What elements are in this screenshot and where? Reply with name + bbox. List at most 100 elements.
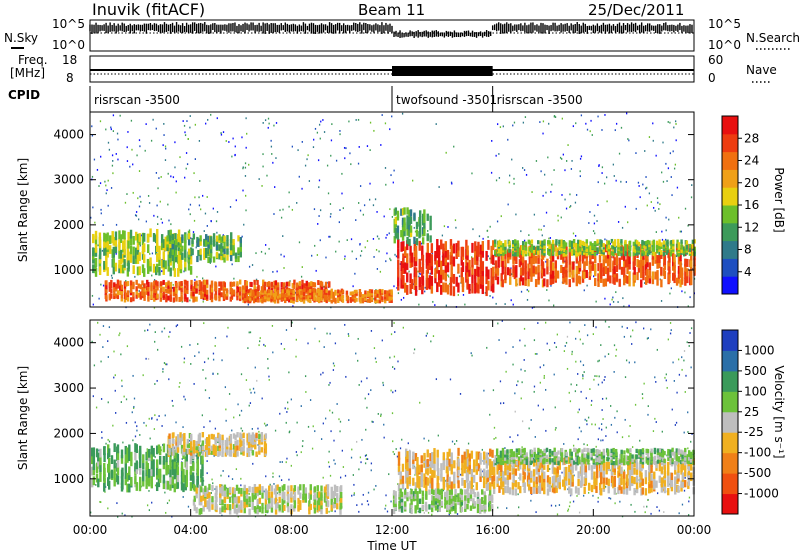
heatmap-cell (358, 511, 359, 513)
heatmap-cell (428, 440, 429, 442)
heatmap-cell (329, 382, 330, 384)
heatmap-cell (259, 506, 261, 512)
heatmap-cell (598, 497, 599, 499)
heatmap-cell (301, 451, 302, 453)
heatmap-cell (614, 175, 615, 177)
heatmap-cell (687, 431, 688, 433)
heatmap-cell (525, 242, 527, 246)
heatmap-cell (309, 289, 311, 293)
heatmap-cell (299, 484, 301, 490)
heatmap-cell (534, 391, 535, 393)
heatmap-cell (427, 233, 429, 240)
heatmap-cell (504, 250, 506, 254)
heatmap-cell (604, 376, 605, 378)
heatmap-cell (386, 234, 387, 236)
heatmap-cell (354, 492, 355, 494)
heatmap-cell (248, 452, 250, 457)
heatmap-cell (535, 266, 537, 274)
heatmap-cell (273, 125, 274, 127)
heatmap-cell (580, 391, 581, 393)
heatmap-cell (647, 499, 648, 501)
heatmap-cell (268, 248, 269, 250)
heatmap-cell (325, 418, 326, 420)
heatmap-cell (597, 263, 599, 271)
heatmap-cell (626, 259, 628, 267)
heatmap-cell (239, 287, 241, 292)
heatmap-cell (178, 256, 180, 262)
heatmap-cell (528, 290, 529, 292)
heatmap-cell (255, 433, 257, 438)
heatmap-cell (142, 454, 144, 463)
heatmap-cell (598, 438, 599, 440)
heatmap-cell (385, 505, 386, 507)
heatmap-cell (147, 261, 149, 270)
heatmap-cell (675, 164, 676, 166)
heatmap-cell (261, 251, 262, 253)
heatmap-cell (109, 235, 111, 244)
frequency-panel: Freq. [MHz] 18 8 60 0 Nave (10, 53, 777, 85)
heatmap-cell (586, 423, 587, 425)
heatmap-cell (396, 448, 397, 450)
heatmap-cell (566, 160, 567, 162)
heatmap-cell (205, 248, 207, 254)
heatmap-cell (570, 383, 571, 385)
heatmap-cell (522, 167, 523, 169)
heatmap-cell (594, 278, 596, 286)
heatmap-cell (195, 488, 197, 494)
heatmap-cell (136, 482, 138, 491)
heatmap-cell (350, 163, 351, 165)
heatmap-cell (447, 262, 449, 272)
heatmap-cell (460, 393, 461, 395)
heatmap-cell (656, 270, 658, 278)
heatmap-cell (100, 361, 101, 363)
heatmap-cell (258, 431, 259, 433)
heatmap-cell (375, 358, 376, 360)
heatmap-cell (97, 322, 98, 324)
heatmap-cell (462, 277, 464, 287)
heatmap-cell (113, 237, 115, 246)
noise-right-tick-top: 10^5 (708, 17, 741, 31)
heatmap-cell (264, 282, 266, 287)
heatmap-cell (429, 223, 431, 230)
heatmap-cell (113, 377, 114, 379)
heatmap-cell (165, 294, 167, 299)
heatmap-cell (573, 233, 574, 235)
heatmap-cell (268, 503, 270, 509)
heatmap-cell (485, 251, 487, 261)
heatmap-cell (170, 282, 172, 287)
heatmap-cell (131, 120, 132, 122)
heatmap-cell (156, 128, 157, 130)
heatmap-cell (290, 299, 292, 303)
heatmap-cell (565, 250, 567, 254)
heatmap-cell (663, 252, 665, 256)
heatmap-cell (215, 337, 216, 339)
heatmap-cell (199, 446, 201, 451)
heatmap-cell (262, 398, 263, 400)
heatmap-cell (209, 420, 210, 422)
heatmap-cell (422, 276, 424, 286)
heatmap-cell (215, 295, 217, 300)
heatmap-cell (313, 139, 314, 141)
heatmap-cell (328, 384, 329, 386)
heatmap-cell (466, 246, 468, 256)
heatmap-cell (492, 255, 494, 265)
heatmap-cell (319, 179, 320, 181)
heatmap-cell (430, 341, 431, 343)
heatmap-cell (316, 270, 317, 272)
heatmap-cell (351, 495, 352, 497)
heatmap-cell (258, 445, 260, 450)
heatmap-cell (327, 484, 329, 490)
heatmap-cell (333, 459, 334, 461)
heatmap-cell (128, 445, 130, 454)
heatmap-cell (371, 330, 372, 332)
heatmap-cell (120, 115, 121, 117)
heatmap-cell (487, 236, 488, 238)
heatmap-cell (663, 240, 665, 244)
heatmap-cell (512, 240, 514, 244)
heatmap-cell (689, 244, 691, 248)
heatmap-cell (431, 276, 433, 286)
heatmap-cell (217, 211, 218, 213)
heatmap-cell (392, 366, 393, 368)
heatmap-cell (108, 448, 110, 457)
